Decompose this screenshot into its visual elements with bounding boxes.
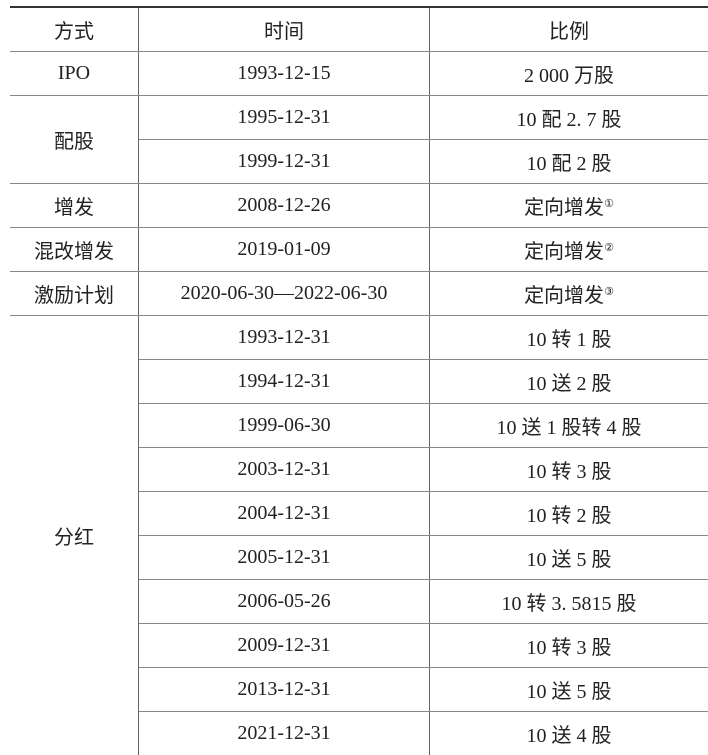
ratio-cell: 10 送 4 股 xyxy=(430,712,708,755)
table-row: 分红 1993-12-31 10 转 1 股 xyxy=(10,316,708,360)
ratio-cell: 10 转 2 股 xyxy=(430,492,708,536)
ratio-cell: 10 送 5 股 xyxy=(430,668,708,712)
footnote-marker: ③ xyxy=(604,286,614,298)
table-row: 混改增发 2019-01-09 定向增发② xyxy=(10,228,708,272)
date-cell: 2019-01-09 xyxy=(139,228,430,272)
ratio-cell: 定向增发③ xyxy=(430,272,708,316)
table-row: 激励计划 2020-06-30—2022-06-30 定向增发③ xyxy=(10,272,708,316)
date-cell: 1999-12-31 xyxy=(139,140,430,184)
header-date: 时间 xyxy=(139,7,430,52)
ratio-cell: 10 配 2 股 xyxy=(430,140,708,184)
date-cell: 1994-12-31 xyxy=(139,360,430,404)
method-cell: 分红 xyxy=(10,316,139,755)
ratio-cell: 10 转 3. 5815 股 xyxy=(430,580,708,624)
ratio-cell: 10 转 1 股 xyxy=(430,316,708,360)
ratio-cell: 10 送 2 股 xyxy=(430,360,708,404)
date-cell: 1993-12-15 xyxy=(139,52,430,96)
table-row: 增发 2008-12-26 定向增发① xyxy=(10,184,708,228)
footnote-marker: ② xyxy=(604,242,614,254)
method-cell: 激励计划 xyxy=(10,272,139,316)
ratio-text: 定向增发 xyxy=(524,197,604,219)
date-cell: 2008-12-26 xyxy=(139,184,430,228)
date-cell: 2021-12-31 xyxy=(139,712,430,755)
ratio-text: 定向增发 xyxy=(524,285,604,307)
date-cell: 2005-12-31 xyxy=(139,536,430,580)
date-cell: 2009-12-31 xyxy=(139,624,430,668)
ratio-cell: 10 转 3 股 xyxy=(430,624,708,668)
date-cell: 2020-06-30—2022-06-30 xyxy=(139,272,430,316)
date-cell: 2013-12-31 xyxy=(139,668,430,712)
header-ratio: 比例 xyxy=(430,7,708,52)
footnote-marker: ① xyxy=(604,198,614,210)
date-cell: 2004-12-31 xyxy=(139,492,430,536)
header-row: 方式 时间 比例 xyxy=(10,7,708,52)
ratio-cell: 10 送 1 股转 4 股 xyxy=(430,404,708,448)
table-row: 配股 1995-12-31 10 配 2. 7 股 xyxy=(10,96,708,140)
ratio-cell: 10 送 5 股 xyxy=(430,536,708,580)
header-method: 方式 xyxy=(10,7,139,52)
date-cell: 2003-12-31 xyxy=(139,448,430,492)
date-cell: 1995-12-31 xyxy=(139,96,430,140)
share-history-table: 方式 时间 比例 IPO 1993-12-15 2 000 万股 配股 1995… xyxy=(10,6,708,755)
date-cell: 1993-12-31 xyxy=(139,316,430,360)
ratio-cell: 定向增发② xyxy=(430,228,708,272)
ratio-cell: 10 配 2. 7 股 xyxy=(430,96,708,140)
method-cell: IPO xyxy=(10,52,139,96)
date-cell: 1999-06-30 xyxy=(139,404,430,448)
method-cell: 配股 xyxy=(10,96,139,184)
ratio-cell: 定向增发① xyxy=(430,184,708,228)
date-cell: 2006-05-26 xyxy=(139,580,430,624)
method-cell: 增发 xyxy=(10,184,139,228)
ratio-cell: 2 000 万股 xyxy=(430,52,708,96)
table-row: IPO 1993-12-15 2 000 万股 xyxy=(10,52,708,96)
ratio-text: 定向增发 xyxy=(524,241,604,263)
ratio-cell: 10 转 3 股 xyxy=(430,448,708,492)
method-cell: 混改增发 xyxy=(10,228,139,272)
